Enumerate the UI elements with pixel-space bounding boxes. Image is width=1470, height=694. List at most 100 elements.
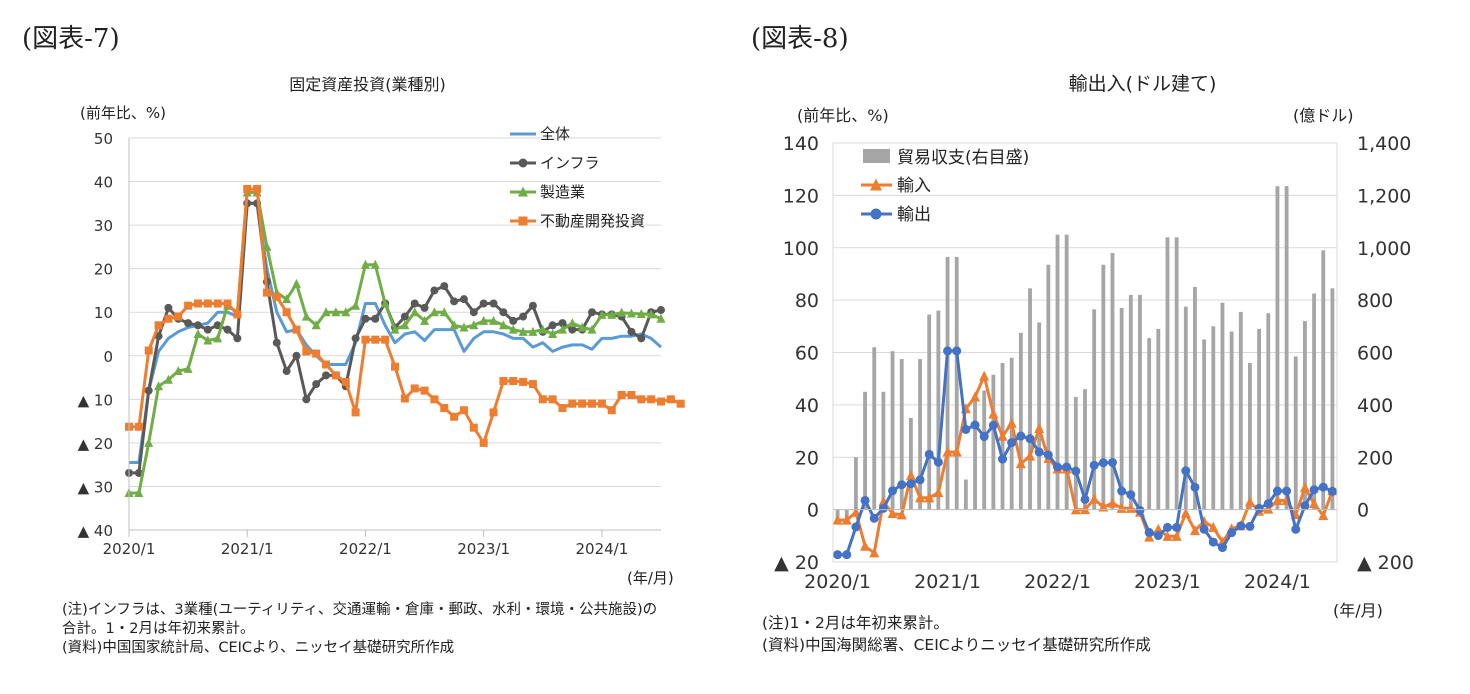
data-point: [518, 326, 528, 336]
data-point: [351, 408, 360, 417]
data-point: [588, 308, 597, 317]
data-point: [1125, 502, 1136, 513]
data-point: [870, 208, 882, 220]
bar: [1211, 326, 1216, 510]
data-point: [1162, 522, 1172, 532]
y-tick-label: 0: [103, 348, 113, 366]
data-point: [1135, 505, 1145, 515]
data-point: [1107, 457, 1117, 467]
data-point: [998, 454, 1008, 464]
data-point: [1327, 486, 1337, 496]
data-point: [951, 446, 962, 457]
data-point: [163, 374, 173, 384]
data-point: [1208, 537, 1218, 547]
data-point: [617, 307, 627, 317]
data-point: [842, 550, 852, 560]
legend-label: 輸入: [897, 176, 931, 196]
data-point: [311, 320, 321, 330]
chart-title: 輸出入(ドル建て): [1068, 73, 1217, 95]
bar: [1083, 389, 1087, 510]
data-point: [841, 514, 852, 525]
bar: [1220, 302, 1225, 510]
data-point: [637, 395, 646, 404]
bar: [1037, 322, 1042, 510]
data-point: [970, 391, 981, 402]
bar: [881, 391, 886, 510]
data-point: [636, 308, 646, 318]
data-point: [1006, 417, 1017, 428]
bar: [1046, 264, 1051, 510]
data-point: [420, 315, 430, 325]
data-point: [400, 320, 410, 330]
note-line: (資料)中国国家統計局、CEICより、ニッセイ基礎研究所作成: [62, 640, 455, 656]
data-point: [183, 363, 193, 373]
y-tick-label: ▲ 10: [78, 391, 113, 409]
data-point: [607, 406, 616, 415]
bar: [918, 359, 922, 510]
data-point: [262, 241, 272, 251]
data-point: [578, 399, 587, 408]
data-point: [292, 325, 301, 334]
data-point: [410, 299, 419, 308]
data-point: [887, 508, 898, 519]
data-point: [528, 326, 538, 336]
data-point: [568, 399, 577, 408]
data-point: [1171, 530, 1182, 541]
note-line: (注)1・2月は年初来累計。: [762, 614, 949, 632]
data-point: [942, 446, 953, 457]
data-point: [676, 399, 685, 408]
y-tick-label: 40: [795, 395, 819, 417]
data-point: [587, 324, 597, 334]
bar: [1257, 328, 1262, 510]
bar: [1156, 328, 1161, 510]
data-point: [666, 395, 675, 404]
data-point: [519, 312, 528, 321]
note-line: (注)インフラは、3業種(ユーティリティ、交通運輸・倉庫・郵政、水利・環境・公共…: [62, 602, 658, 618]
y2-tick-label: 800: [1357, 290, 1393, 312]
x-tick-label: 2022/1: [1024, 571, 1091, 593]
data-point: [291, 278, 301, 288]
data-point: [915, 492, 926, 503]
data-point: [850, 506, 861, 517]
bar: [890, 351, 895, 510]
data-point: [548, 321, 557, 330]
bar: [936, 310, 941, 510]
data-point: [1236, 521, 1246, 531]
figure-label: (図表-8): [751, 24, 849, 54]
data-point: [1126, 490, 1136, 500]
data-point: [321, 307, 331, 317]
data-point: [331, 371, 340, 380]
bar: [1193, 287, 1197, 510]
data-point: [203, 325, 212, 334]
legend-label: 製造業: [540, 183, 585, 201]
figure-label: (図表-7): [22, 24, 120, 54]
bar: [954, 256, 959, 510]
y2-tick-label: 1,000: [1357, 238, 1411, 260]
data-point: [144, 386, 153, 395]
data-point: [449, 320, 459, 330]
data-point: [626, 308, 636, 318]
bar: [1009, 357, 1014, 510]
data-point: [440, 404, 449, 413]
data-point: [400, 312, 409, 321]
data-point: [390, 324, 400, 334]
bar: [872, 347, 877, 510]
data-point: [213, 333, 223, 343]
data-point: [896, 509, 907, 520]
bar: [1321, 250, 1326, 510]
bar: [1266, 313, 1271, 510]
data-point: [282, 308, 291, 317]
bar: [908, 417, 913, 510]
data-point: [1071, 466, 1081, 476]
data-point: [1190, 482, 1200, 492]
x-tick-label: 2024/1: [1244, 571, 1311, 593]
data-point: [528, 301, 537, 310]
data-point: [656, 313, 666, 323]
data-point: [331, 307, 341, 317]
data-point: [933, 487, 944, 498]
data-point: [1107, 497, 1118, 508]
data-point: [203, 299, 212, 308]
data-point: [558, 319, 567, 328]
data-point: [410, 307, 420, 317]
data-point: [1282, 486, 1292, 496]
